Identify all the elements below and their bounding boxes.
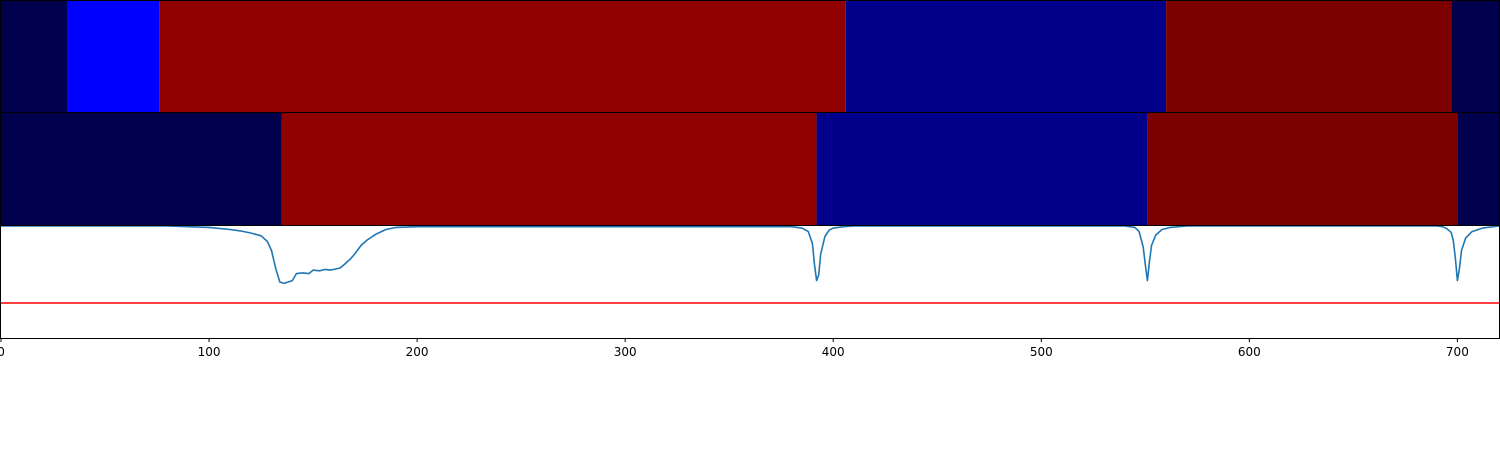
heat-segment-row2-5 bbox=[1457, 113, 1499, 225]
heat-segment-row2-3 bbox=[816, 113, 1148, 225]
x-tick-label-600: 600 bbox=[1238, 345, 1261, 359]
x-tick-label-0: 0 bbox=[0, 345, 5, 359]
heat-segment-row1-1 bbox=[1, 1, 68, 113]
heat-segment-row1-3 bbox=[159, 1, 846, 113]
signal-panel-frame bbox=[0, 225, 1500, 339]
x-tick-label-400: 400 bbox=[822, 345, 845, 359]
heat-segment-row2-4 bbox=[1147, 113, 1458, 225]
x-axis: 0 100 200 300 400 500 600 700 bbox=[0, 338, 1469, 359]
heat-segment-row1-2 bbox=[67, 1, 160, 113]
heat-segment-row1-6 bbox=[1451, 1, 1499, 113]
heat-segment-row2-1 bbox=[1, 113, 282, 225]
heat-segment-row1-5 bbox=[1166, 1, 1452, 113]
x-tick-label-500: 500 bbox=[1030, 345, 1053, 359]
x-tick-label-300: 300 bbox=[614, 345, 637, 359]
signal-line bbox=[1, 225, 1500, 285]
x-tick-label-100: 100 bbox=[198, 345, 221, 359]
signal-panel bbox=[0, 225, 1500, 339]
x-tick-label-700: 700 bbox=[1446, 345, 1469, 359]
heat-segment-row2-2 bbox=[281, 113, 817, 225]
heatmap-rows bbox=[0, 0, 1500, 226]
x-tick-label-200: 200 bbox=[406, 345, 429, 359]
heat-segment-row1-4 bbox=[845, 1, 1167, 113]
